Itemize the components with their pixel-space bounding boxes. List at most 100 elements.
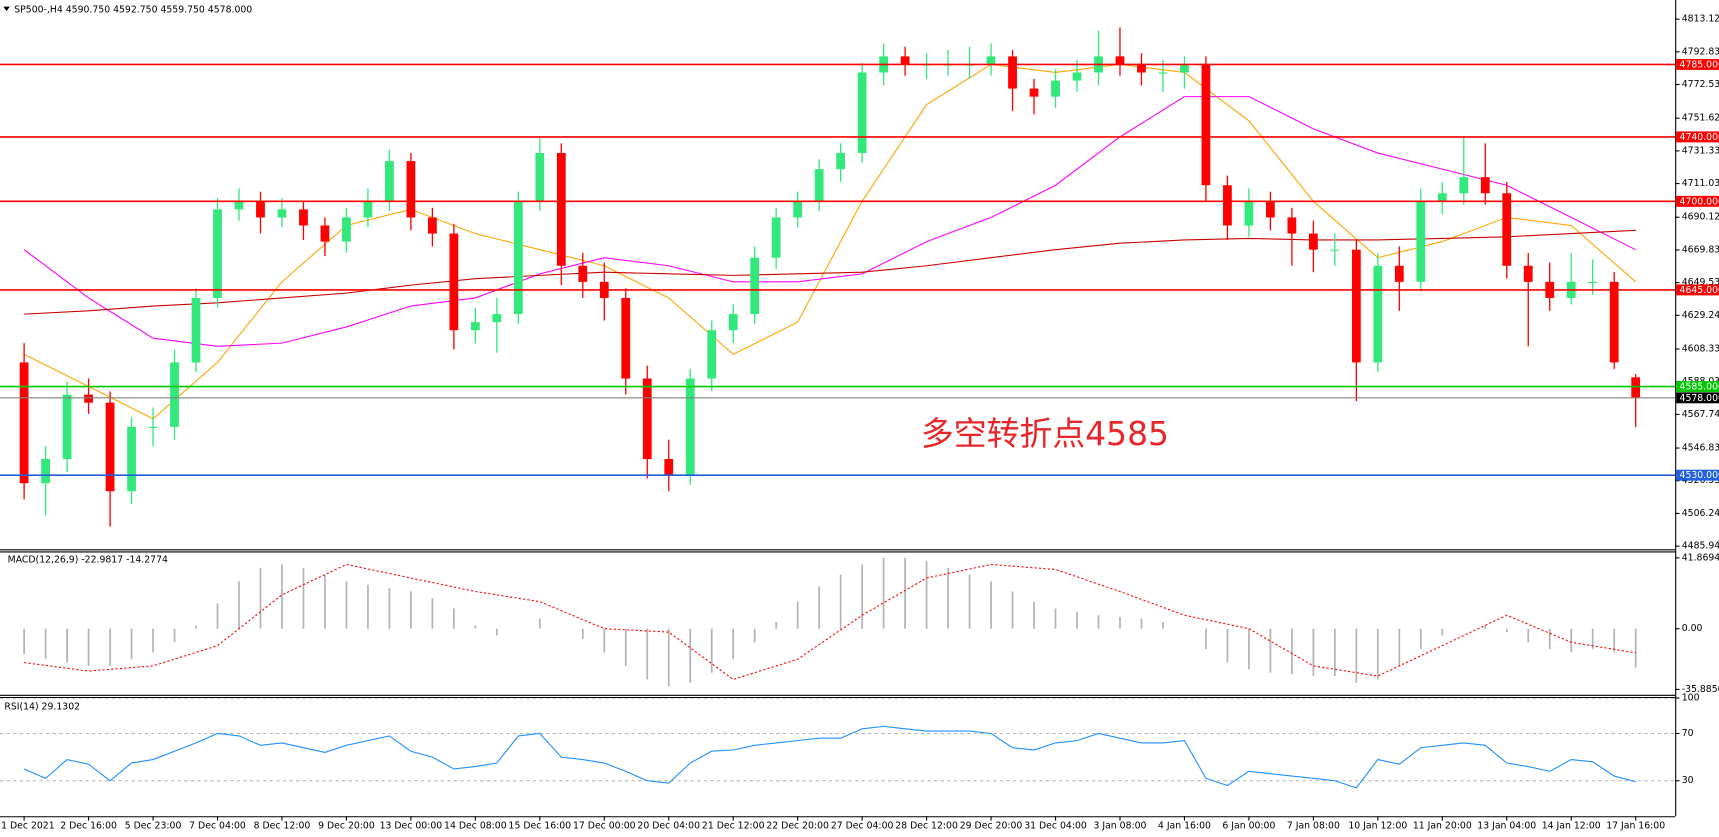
macd-label: MACD(12,26,9) -22.9817 -14.2774: [8, 555, 168, 566]
x-tick-label: 22 Dec 20:00: [766, 821, 829, 832]
y-tick-label: 4711.035: [1682, 178, 1719, 189]
y-tick-label: 4751.625: [1682, 113, 1719, 124]
y-tick-label: 4526.535: [1682, 475, 1719, 486]
candle-body: [1008, 56, 1017, 89]
y-tick-label: -35.8856: [1682, 684, 1719, 695]
candle-body: [342, 217, 351, 242]
candle-body: [857, 72, 867, 154]
level-label: 4785.000: [1680, 59, 1719, 70]
candle-body: [900, 56, 910, 65]
y-tick-label: 4792.830: [1682, 46, 1719, 57]
candle-body: [1223, 185, 1232, 226]
candle-body: [1180, 64, 1189, 73]
candle-body: [535, 153, 545, 202]
level-label: 4740.000: [1680, 132, 1719, 143]
candle-body: [385, 161, 394, 202]
x-tick-label: 2 Dec 16:00: [60, 821, 117, 832]
x-tick-label: 17 Jan 16:00: [1606, 821, 1665, 832]
y-tick-label: 4485.945: [1682, 541, 1719, 552]
x-tick-label: 9 Dec 20:00: [318, 821, 375, 832]
candle-body: [1029, 88, 1039, 97]
candle-body: [1373, 265, 1383, 363]
x-tick-label: 29 Dec 20:00: [960, 821, 1023, 832]
chart-title: SP500-,H4 4590.750 4592.750 4559.750 457…: [14, 4, 252, 15]
x-tick-label: 17 Dec 00:00: [573, 821, 636, 832]
candle-body: [1287, 217, 1297, 234]
x-tick-label: 21 Dec 12:00: [702, 821, 765, 832]
level-label-box: [1676, 469, 1719, 481]
symbol-icon: [3, 6, 10, 11]
x-tick-label: 15 Dec 16:00: [509, 821, 572, 832]
annotation: 多空转折点4585: [921, 415, 1169, 453]
x-tick-label: 5 Dec 23:00: [125, 821, 182, 832]
level-label: 4578.000: [1680, 393, 1719, 404]
level-label-box: [1676, 381, 1719, 393]
candle-body: [1609, 281, 1619, 363]
y-tick-label: 4567.740: [1682, 409, 1719, 420]
candle-body: [256, 201, 265, 218]
candle-body: [213, 209, 222, 298]
frame: [0, 0, 1677, 818]
y-tick-label: 4690.125: [1682, 212, 1719, 223]
y-tick-label: 41.8694: [1682, 552, 1719, 563]
candle-body: [642, 378, 652, 460]
x-tick-label: 6 Jan 00:00: [1222, 821, 1275, 832]
candle-body: [707, 330, 717, 379]
candle-body: [105, 402, 115, 492]
y-tick-label: 4649.535: [1682, 277, 1719, 288]
moving-average: [23, 96, 1636, 347]
candle-body: [470, 322, 480, 331]
candle-body: [793, 201, 803, 218]
level-label-box: [1676, 195, 1719, 207]
candle-body: [1437, 193, 1447, 202]
candle-body: [578, 265, 588, 282]
candle-body: [1416, 201, 1426, 282]
y-tick-label: 4772.535: [1682, 79, 1719, 90]
moving-average: [23, 63, 1637, 420]
candle-body: [320, 225, 330, 242]
x-tick-label: 7 Jan 08:00: [1287, 821, 1340, 832]
macd-signal: [24, 563, 1636, 681]
candle-body: [1201, 64, 1211, 186]
candle-body: [1115, 56, 1125, 65]
candle-body: [1244, 201, 1254, 226]
x-tick-label: 14 Jan 12:00: [1542, 821, 1601, 832]
candle-body: [191, 297, 201, 363]
x-tick-label: 8 Dec 12:00: [254, 821, 311, 832]
y-tick-label: 4813.125: [1682, 14, 1719, 25]
candle-body: [1351, 249, 1361, 363]
x-tick-label: 7 Dec 04:00: [189, 821, 246, 832]
candle-body: [427, 217, 437, 234]
y-tick-label: 4629.240: [1682, 310, 1719, 321]
rsi-line: [23, 725, 1636, 789]
candle-body: [750, 257, 760, 315]
candle-body: [556, 153, 566, 266]
candle-body: [1330, 249, 1340, 251]
y-tick-label: 4506.240: [1682, 508, 1719, 519]
candle-body: [1266, 201, 1275, 218]
candle-body: [1051, 80, 1060, 97]
x-tick-label: 27 Dec 04:00: [831, 821, 894, 832]
candle-body: [170, 362, 179, 427]
x-tick-label: 10 Jan 12:00: [1348, 821, 1407, 832]
y-tick-label: 30: [1682, 775, 1694, 786]
candle-body: [513, 201, 523, 315]
y-tick-label: 4669.830: [1682, 244, 1719, 255]
candle-body: [1072, 72, 1082, 81]
x-tick-label: 20 Dec 04:00: [637, 821, 700, 832]
y-tick-label: 4608.330: [1682, 343, 1719, 354]
y-tick-label: 4546.830: [1682, 443, 1719, 454]
candle-body: [664, 459, 674, 476]
candle-body: [771, 217, 781, 258]
x-tick-label: 3 Jan 08:00: [1093, 821, 1146, 832]
candle-body: [406, 161, 416, 218]
candle-body: [1137, 64, 1146, 73]
candle-body: [1631, 377, 1641, 398]
x-tick-label: 11 Jan 20:00: [1413, 821, 1472, 832]
candle-body: [1459, 177, 1469, 194]
level-label: 4530.000: [1680, 470, 1719, 481]
rsi-label: RSI(14) 29.1302: [4, 701, 80, 712]
level-label-box: [1676, 131, 1719, 143]
candle-body: [19, 362, 29, 484]
